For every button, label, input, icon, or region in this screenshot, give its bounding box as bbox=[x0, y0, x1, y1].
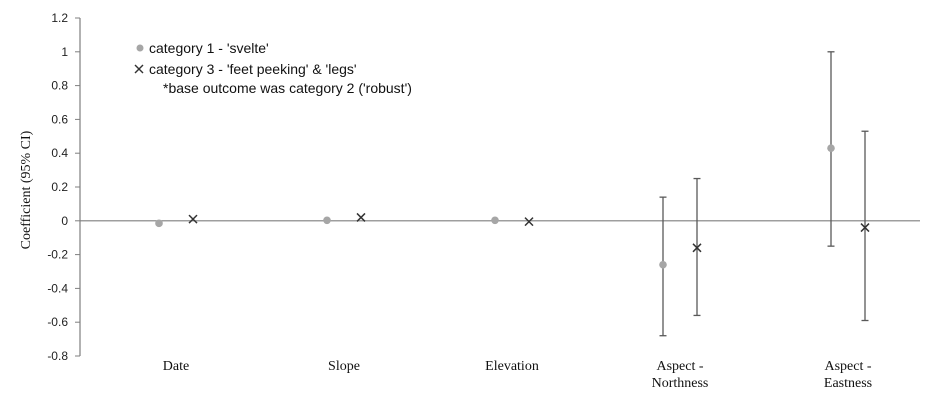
y-tick-label: 1 bbox=[61, 45, 68, 59]
y-tick-labels: 1.2 1 0.8 0.6 0.4 0.2 0 -0.2 -0.4 -0.6 -0.8 bbox=[47, 11, 68, 363]
legend-label-category-1: category 1 - 'svelte' bbox=[149, 40, 269, 56]
x-category-label-line: Date bbox=[163, 359, 189, 374]
point-category-3 bbox=[356, 212, 366, 222]
x-category-label: Aspect - Northness bbox=[652, 359, 709, 391]
legend: category 1 - 'svelte' category 3 - 'feet… bbox=[134, 40, 412, 96]
y-tick-label: 0.6 bbox=[51, 112, 68, 126]
point-category-1 bbox=[323, 216, 331, 225]
point-category-3 bbox=[692, 243, 702, 253]
point-x-stroke bbox=[188, 214, 198, 224]
x-category-label: Date bbox=[163, 359, 189, 374]
legend-note: *base outcome was category 2 ('robust') bbox=[163, 80, 412, 96]
axes bbox=[75, 17, 920, 357]
data-markers bbox=[155, 144, 870, 269]
x-category-label-line: Aspect - bbox=[656, 359, 703, 374]
point-category-3 bbox=[860, 223, 870, 233]
legend-label-category-3: category 3 - 'feet peeking' & 'legs' bbox=[149, 61, 357, 77]
legend-marker-category-1 bbox=[136, 44, 144, 52]
point-x-stroke bbox=[692, 243, 702, 253]
point-x-stroke bbox=[356, 212, 366, 222]
point-x-stroke bbox=[524, 217, 534, 227]
y-tick-label: -0.6 bbox=[47, 315, 68, 329]
y-tick-label: 0.2 bbox=[51, 180, 68, 194]
y-tick-label: -0.4 bbox=[47, 281, 68, 295]
point-x-stroke bbox=[860, 223, 870, 233]
x-category-label-line: Aspect - bbox=[824, 359, 871, 374]
y-tick-label: 0.8 bbox=[51, 79, 68, 93]
x-category-labels: Date Slope Elevation Aspect -NorthnessAspec… bbox=[163, 359, 872, 391]
y-tick-label: -0.8 bbox=[47, 349, 68, 363]
point-category-1 bbox=[659, 260, 667, 269]
x-category-label: Elevation bbox=[485, 359, 539, 374]
y-tick-label: -0.2 bbox=[47, 248, 68, 262]
x-category-label-line: Elevation bbox=[485, 359, 539, 374]
x-category-label-line: Slope bbox=[328, 359, 360, 374]
point-category-1 bbox=[827, 144, 835, 152]
x-category-label-line: Northness bbox=[652, 376, 709, 391]
y-tick-label: 0 bbox=[61, 214, 68, 228]
point-category-1 bbox=[491, 216, 499, 225]
y-tick-label: 1.2 bbox=[51, 11, 68, 25]
x-category-label: Aspect - Eastness bbox=[824, 359, 872, 391]
x-category-label: Slope bbox=[328, 359, 360, 374]
point-category-3 bbox=[188, 214, 198, 224]
error-bars bbox=[659, 51, 869, 337]
y-axis-title: Coefficient (95% CI) bbox=[19, 130, 34, 249]
x-category-label-line: Eastness bbox=[824, 376, 872, 391]
legend-marker-category-3 bbox=[134, 64, 144, 74]
point-category-3 bbox=[524, 217, 534, 227]
point-category-1 bbox=[155, 219, 163, 228]
y-tick-label: 0.4 bbox=[51, 146, 68, 160]
